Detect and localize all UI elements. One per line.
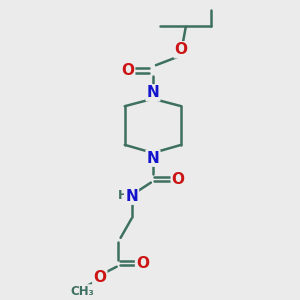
Text: N: N [147,85,159,100]
Text: O: O [172,172,185,187]
Text: H: H [118,189,128,202]
Text: N: N [125,189,138,204]
Text: O: O [136,256,149,271]
Text: O: O [175,42,188,57]
Text: N: N [147,151,159,166]
Text: O: O [93,271,106,286]
Text: CH₃: CH₃ [70,285,94,298]
Text: O: O [121,63,134,78]
